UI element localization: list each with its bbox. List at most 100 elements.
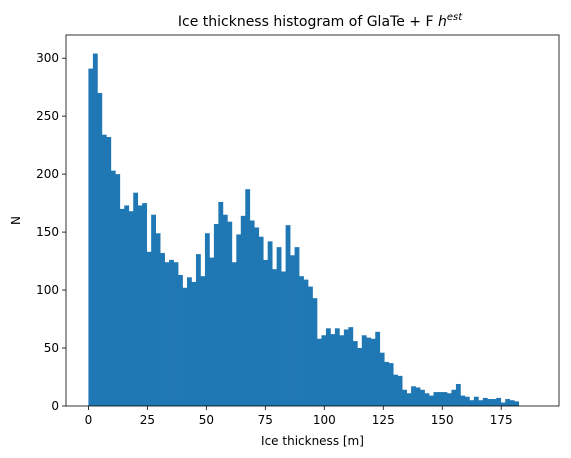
histogram-bar: [303, 279, 309, 406]
y-tick-label: 250: [36, 109, 59, 123]
histogram-bar: [106, 137, 112, 406]
histogram-bar: [204, 233, 210, 406]
histogram-bar: [272, 269, 277, 406]
y-axis-label: N: [9, 216, 23, 225]
y-tick-label: 150: [36, 225, 59, 239]
plot-frame: [65, 34, 560, 407]
histogram-bar: [478, 400, 484, 406]
histogram-bar: [384, 361, 390, 406]
histogram-bar: [195, 254, 201, 406]
chart-title-symbol: h: [438, 14, 447, 30]
histogram-bar: [227, 221, 233, 406]
histogram-bar: [352, 341, 358, 406]
histogram-bar: [146, 251, 152, 406]
histogram-bar: [366, 337, 372, 406]
histogram-bar: [160, 252, 165, 406]
histogram-bar: [281, 271, 286, 406]
histogram-bar: [379, 352, 385, 406]
histogram-bar: [187, 277, 192, 406]
histogram-bar: [429, 395, 434, 406]
histogram-bar: [330, 334, 336, 406]
histogram-bar: [263, 259, 269, 406]
y-tick-label: 0: [51, 399, 59, 413]
x-tick-label: 100: [313, 413, 336, 427]
histogram-bar: [406, 393, 412, 406]
y-tick-label: 200: [36, 167, 59, 181]
histogram-bar: [218, 201, 224, 406]
histogram-bar: [437, 392, 443, 406]
chart-title-superscript: est: [447, 12, 463, 23]
histogram-bar: [128, 211, 134, 406]
histogram-bar: [178, 274, 183, 406]
histogram-bar: [500, 402, 506, 406]
x-tick-label: 75: [258, 413, 273, 427]
histogram-bar: [240, 215, 246, 406]
histogram-bar: [254, 227, 260, 406]
histogram-bar: [334, 328, 340, 406]
x-tick-label: 50: [199, 413, 214, 427]
histogram-bar: [115, 174, 121, 406]
bars-group: [88, 53, 520, 407]
histogram-bar: [276, 247, 282, 406]
histogram-bar: [375, 331, 381, 406]
histogram-bar: [370, 338, 376, 406]
histogram-bar: [249, 220, 255, 406]
histogram-bar: [420, 389, 425, 406]
histogram-bar: [182, 287, 188, 406]
histogram-bar: [142, 203, 148, 406]
histogram-bar: [343, 329, 349, 406]
chart-title: Ice thickness histogram of GlaTe + F hes…: [178, 12, 463, 30]
y-tick-label: 100: [36, 283, 59, 297]
histogram-bar: [361, 335, 367, 406]
histogram-bar: [231, 262, 237, 406]
histogram-bar: [290, 255, 295, 406]
x-tick-label: 125: [372, 413, 395, 427]
histogram-bar: [415, 387, 421, 406]
histogram-bar: [173, 262, 179, 406]
ticks-group: 0 25 50 75 100 125 150 175 0 50 100 150 200 250 300: [36, 51, 513, 427]
histogram-bar: [151, 214, 156, 406]
histogram-bar: [460, 395, 466, 406]
histogram-bar: [464, 396, 470, 406]
histogram-bar: [455, 383, 461, 406]
x-tick-label: 175: [490, 413, 513, 427]
histogram-bar: [312, 298, 318, 406]
histogram-bar: [357, 348, 363, 406]
histogram-bar: [133, 192, 139, 406]
histogram-bar: [424, 393, 430, 406]
histogram-bar: [92, 53, 98, 407]
histogram-bar: [209, 257, 215, 406]
histogram-bar: [348, 327, 354, 406]
histogram-bar: [101, 134, 107, 407]
histogram-bar: [267, 241, 273, 406]
histogram-bar: [451, 389, 457, 406]
histogram-bar: [397, 375, 403, 406]
histogram-bar: [213, 223, 219, 406]
histogram-bar: [469, 400, 475, 406]
histogram-bar: [496, 397, 502, 406]
histogram-bar: [446, 393, 452, 406]
histogram-bar: [411, 386, 416, 406]
histogram-bar: [514, 401, 520, 406]
histogram-bar: [222, 214, 228, 406]
histogram-bar: [473, 396, 479, 406]
histogram-bar: [491, 399, 497, 406]
histogram-bar: [164, 262, 170, 406]
x-tick-label: 150: [431, 413, 454, 427]
histogram-bar: [258, 236, 264, 406]
histogram-bar: [285, 225, 291, 406]
histogram-bar: [245, 189, 251, 406]
x-tick-label: 0: [85, 413, 93, 427]
y-tick-label: 300: [36, 51, 59, 65]
histogram-bar: [169, 259, 174, 406]
histogram-bar: [124, 205, 130, 406]
histogram-bar: [299, 276, 304, 406]
histogram-bar: [505, 399, 511, 406]
histogram-bar: [191, 281, 197, 406]
histogram-bar: [325, 328, 331, 406]
histogram-bar: [442, 392, 448, 406]
histogram-bar: [155, 233, 161, 406]
histogram-bar: [321, 335, 327, 406]
histogram-bar: [316, 338, 322, 406]
